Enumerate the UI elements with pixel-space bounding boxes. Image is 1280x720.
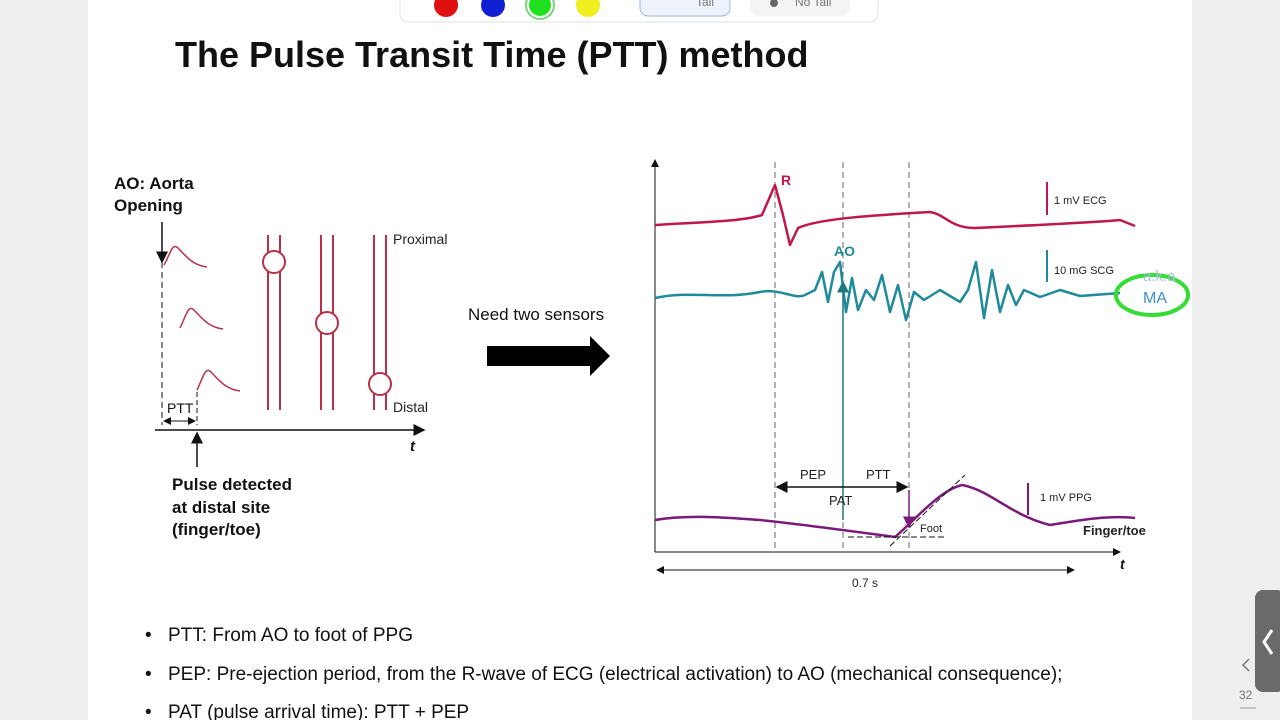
pulse-label-line: at distal site bbox=[172, 498, 270, 517]
ecg-scale: 1 mV ECG bbox=[1054, 195, 1107, 207]
r-label: R bbox=[781, 172, 791, 188]
foot-tangent bbox=[889, 474, 966, 547]
sidebar-toggle[interactable] bbox=[1255, 590, 1280, 692]
big-arrow bbox=[487, 336, 610, 376]
no-tail-label: No Tail bbox=[795, 0, 831, 9]
proximal-label: Proximal bbox=[393, 231, 447, 247]
toolbar: Tail No Tail bbox=[399, 0, 879, 23]
artery-tubes bbox=[262, 235, 392, 410]
slide-title: The Pulse Transit Time (PTT) method bbox=[175, 34, 808, 75]
pulse-shape bbox=[196, 369, 241, 392]
tail-button[interactable] bbox=[639, 0, 731, 17]
ptt-label: PTT bbox=[167, 400, 194, 416]
bullet-dot: • bbox=[145, 664, 152, 685]
scg-wave bbox=[654, 260, 1121, 322]
scg-scale: 10 mG SCG bbox=[1054, 265, 1114, 277]
color-yellow[interactable] bbox=[576, 0, 600, 17]
duration-label: 0.7 s bbox=[852, 576, 878, 590]
ppg-wave bbox=[654, 483, 1136, 539]
pulse-shape bbox=[179, 307, 224, 330]
page-number: 32 bbox=[1239, 688, 1253, 702]
color-red[interactable] bbox=[434, 0, 458, 17]
bullet-text: PAT (pulse arrival time): PTT + PEP bbox=[168, 702, 469, 720]
slide bbox=[88, 0, 1192, 720]
toggle-icon bbox=[1262, 629, 1274, 655]
bullet-dot: • bbox=[145, 702, 152, 720]
pulse-label-line: (finger/toe) bbox=[172, 520, 261, 539]
axis-label: t bbox=[1120, 556, 1126, 572]
foot-label: Foot bbox=[920, 523, 942, 535]
bullet-dot: • bbox=[145, 625, 152, 646]
ptt-label: PTT bbox=[866, 467, 891, 482]
pulse-shape bbox=[163, 245, 208, 268]
ao-label: AO bbox=[834, 243, 855, 259]
color-blue[interactable] bbox=[481, 0, 505, 17]
site-label: Finger/toe bbox=[1083, 523, 1146, 538]
annotation-line: MA bbox=[1143, 290, 1167, 307]
pat-label: PAT bbox=[829, 493, 852, 508]
pulse-label-line: Pulse detected bbox=[172, 475, 292, 494]
axis-label: t bbox=[410, 438, 416, 455]
pep-label: PEP bbox=[800, 467, 826, 482]
right-diagram: R 1 mV ECG AO 10 mG SCG a.k.a MA PEP PTT… bbox=[651, 159, 1190, 590]
arrow-label: Need two sensors bbox=[468, 305, 604, 324]
ecg-wave bbox=[654, 183, 1136, 247]
highlight-circle bbox=[1114, 273, 1190, 317]
color-green[interactable] bbox=[529, 0, 551, 16]
distal-label: Distal bbox=[393, 399, 428, 415]
color-selected-ring bbox=[525, 0, 555, 20]
ao-label-line: Opening bbox=[114, 196, 183, 215]
no-tail-icon bbox=[770, 0, 778, 7]
prev-page-button[interactable] bbox=[1241, 658, 1250, 672]
annotation-line: a.k.a bbox=[1143, 268, 1176, 285]
ppg-scale: 1 mV PPG bbox=[1040, 492, 1092, 504]
tail-label: Tail bbox=[696, 0, 714, 9]
bullet-list: • PTT: From AO to foot of PPG • PEP: Pre… bbox=[145, 625, 1062, 720]
left-diagram: AO: Aorta Opening PTT t Pulse detected a… bbox=[114, 174, 447, 539]
bullet-text: PTT: From AO to foot of PPG bbox=[168, 625, 413, 646]
ao-label-line: AO: Aorta bbox=[114, 174, 194, 193]
bullet-text: PEP: Pre-ejection period, from the R-wav… bbox=[168, 664, 1062, 685]
